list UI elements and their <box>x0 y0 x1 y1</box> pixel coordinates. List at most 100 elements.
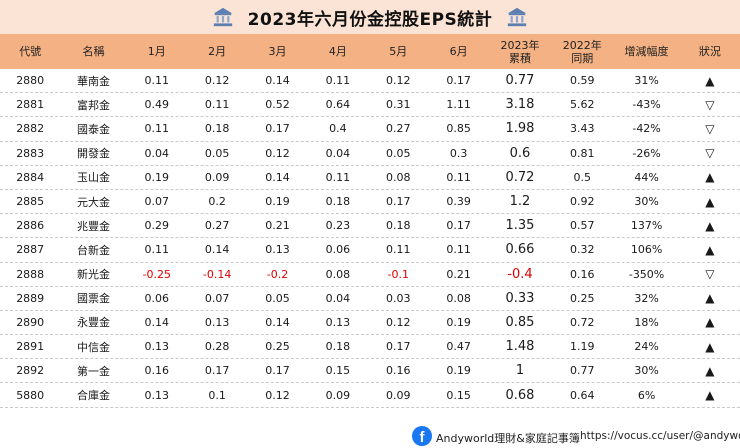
company-name: 第一金 <box>76 364 110 378</box>
stock-code: 2886 <box>16 219 45 233</box>
prior-year-eps: 3.43 <box>570 122 595 136</box>
cumulative-eps: 1.48 <box>505 339 535 355</box>
month-4-eps: 0.64 <box>325 98 351 112</box>
month-4-eps: 0.06 <box>325 243 351 257</box>
month-6-eps: 0.47 <box>446 340 471 354</box>
table-header: 代號 名稱 1月 2月 3月 4月 5月 6月 2023年 累積 2022年 同期 增減幅度 狀況 <box>0 34 740 69</box>
month-5-eps: 0.17 <box>386 340 411 354</box>
month-2-eps: -0.14 <box>202 267 232 281</box>
header-name: 名稱 <box>82 45 105 58</box>
month-3-eps: 0.14 <box>265 170 290 184</box>
header-apr: 4月 <box>328 45 347 58</box>
change-rate: -26% <box>632 146 661 160</box>
cumulative-eps: 1.35 <box>505 218 535 234</box>
cumulative-eps: 0.66 <box>505 242 535 258</box>
stock-code: 2888 <box>16 267 45 281</box>
month-5-eps: -0.1 <box>387 267 409 281</box>
status-arrow: ▽ <box>705 267 715 282</box>
month-1-eps: 0.13 <box>144 340 170 354</box>
month-2-eps: 0.18 <box>204 122 230 136</box>
month-6-eps: 0.15 <box>446 388 471 402</box>
month-4-eps: 0.09 <box>325 388 351 402</box>
prior-year-eps: 0.59 <box>570 74 595 88</box>
month-2-eps: 0.1 <box>208 388 226 402</box>
prior-year-eps: 5.62 <box>570 98 595 112</box>
table-row: 2891 中信金 0.13 0.28 0.25 0.18 0.17 0.47 1.48 1.19 2… <box>0 335 740 360</box>
month-1-eps: 0.19 <box>144 170 170 184</box>
change-rate: -42% <box>632 122 661 136</box>
status-arrow: ▽ <box>705 97 715 112</box>
month-1-eps: 0.49 <box>144 98 170 112</box>
table-row: 2886 兆豐金 0.29 0.27 0.21 0.23 0.18 0.17 1.35 0.57 1… <box>0 214 740 239</box>
change-rate: 31% <box>634 74 659 88</box>
bank-icon <box>508 7 527 27</box>
company-name: 新光金 <box>76 268 110 282</box>
month-2-eps: 0.07 <box>204 291 230 305</box>
month-3-eps: 0.14 <box>265 74 290 88</box>
month-1-eps: -0.25 <box>142 267 171 281</box>
company-name: 開發金 <box>76 147 110 161</box>
month-6-eps: 1.11 <box>446 98 471 112</box>
header-jan: 1月 <box>147 45 166 58</box>
month-5-eps: 0.12 <box>386 315 411 329</box>
change-rate: 30% <box>634 364 659 378</box>
header-mar: 3月 <box>268 45 287 58</box>
month-4-eps: 0.11 <box>325 74 351 88</box>
source-url[interactable]: https://vocus.cc/user/@andyworld <box>580 430 740 442</box>
month-5-eps: 0.11 <box>386 243 411 257</box>
facebook-page-label[interactable]: Andyworld理財&家庭記事簿 <box>436 432 580 445</box>
table-row: 2880 華南金 0.11 0.12 0.14 0.11 0.12 0.17 0.77 0.59 3… <box>0 69 740 94</box>
footer: f Andyworld理財&家庭記事簿 https://vocus.cc/use… <box>0 424 740 448</box>
month-3-eps: 0.13 <box>265 243 290 257</box>
month-4-eps: 0.13 <box>325 315 351 329</box>
prior-year-eps: 0.81 <box>570 146 595 160</box>
month-1-eps: 0.04 <box>144 146 170 160</box>
month-6-eps: 0.19 <box>446 364 471 378</box>
month-6-eps: 0.08 <box>446 291 471 305</box>
company-name: 中信金 <box>76 340 110 354</box>
month-4-eps: 0.11 <box>325 170 351 184</box>
prior-year-eps: 0.64 <box>570 388 595 402</box>
company-name: 國泰金 <box>76 122 110 136</box>
cumulative-eps: 0.85 <box>505 314 535 330</box>
month-5-eps: 0.27 <box>386 122 411 136</box>
stock-code: 2882 <box>16 122 45 136</box>
month-1-eps: 0.11 <box>144 122 170 136</box>
eps-table-body: 2880 華南金 0.11 0.12 0.14 0.11 0.12 0.17 0.77 0.59 3… <box>0 69 740 408</box>
stock-code: 2881 <box>16 98 45 112</box>
month-5-eps: 0.12 <box>386 74 411 88</box>
prior-year-eps: 0.5 <box>573 170 592 184</box>
month-4-eps: 0.23 <box>325 219 351 233</box>
stock-code: 2885 <box>16 195 45 209</box>
prior-year-eps: 0.72 <box>570 315 595 329</box>
cumulative-eps: 1.98 <box>505 121 535 137</box>
prior-year-eps: 1.19 <box>570 340 595 354</box>
month-3-eps: 0.52 <box>265 98 290 112</box>
cumulative-eps: 3.18 <box>505 97 535 113</box>
header-jun: 6月 <box>449 45 468 58</box>
month-5-eps: 0.31 <box>386 98 411 112</box>
change-rate: 24% <box>634 340 659 354</box>
cumulative-eps: -0.4 <box>507 266 533 282</box>
stock-code: 2883 <box>16 146 45 160</box>
table-row: 5880 合庫金 0.13 0.1 0.12 0.09 0.09 0.15 0.68 0.64 6%… <box>0 383 740 408</box>
month-4-eps: 0.4 <box>329 122 347 136</box>
cumulative-eps: 0.6 <box>509 145 531 161</box>
header-feb: 2月 <box>208 45 227 58</box>
month-4-eps: 0.04 <box>325 291 351 305</box>
month-6-eps: 0.19 <box>446 315 471 329</box>
status-arrow: ▽ <box>705 146 715 161</box>
page-title: 2023年六月份金控股EPS統計 <box>247 9 493 30</box>
facebook-icon[interactable]: f <box>412 426 432 446</box>
month-1-eps: 0.16 <box>144 364 170 378</box>
status-arrow: ▲ <box>705 218 715 233</box>
company-name: 台新金 <box>76 243 110 257</box>
month-6-eps: 0.3 <box>449 146 468 160</box>
company-name: 富邦金 <box>76 98 110 112</box>
month-3-eps: 0.19 <box>265 195 290 209</box>
company-name: 元大金 <box>76 195 110 209</box>
status-arrow: ▲ <box>705 73 715 88</box>
month-6-eps: 0.17 <box>446 74 471 88</box>
month-3-eps: 0.25 <box>265 340 290 354</box>
status-arrow: ▲ <box>705 315 715 330</box>
